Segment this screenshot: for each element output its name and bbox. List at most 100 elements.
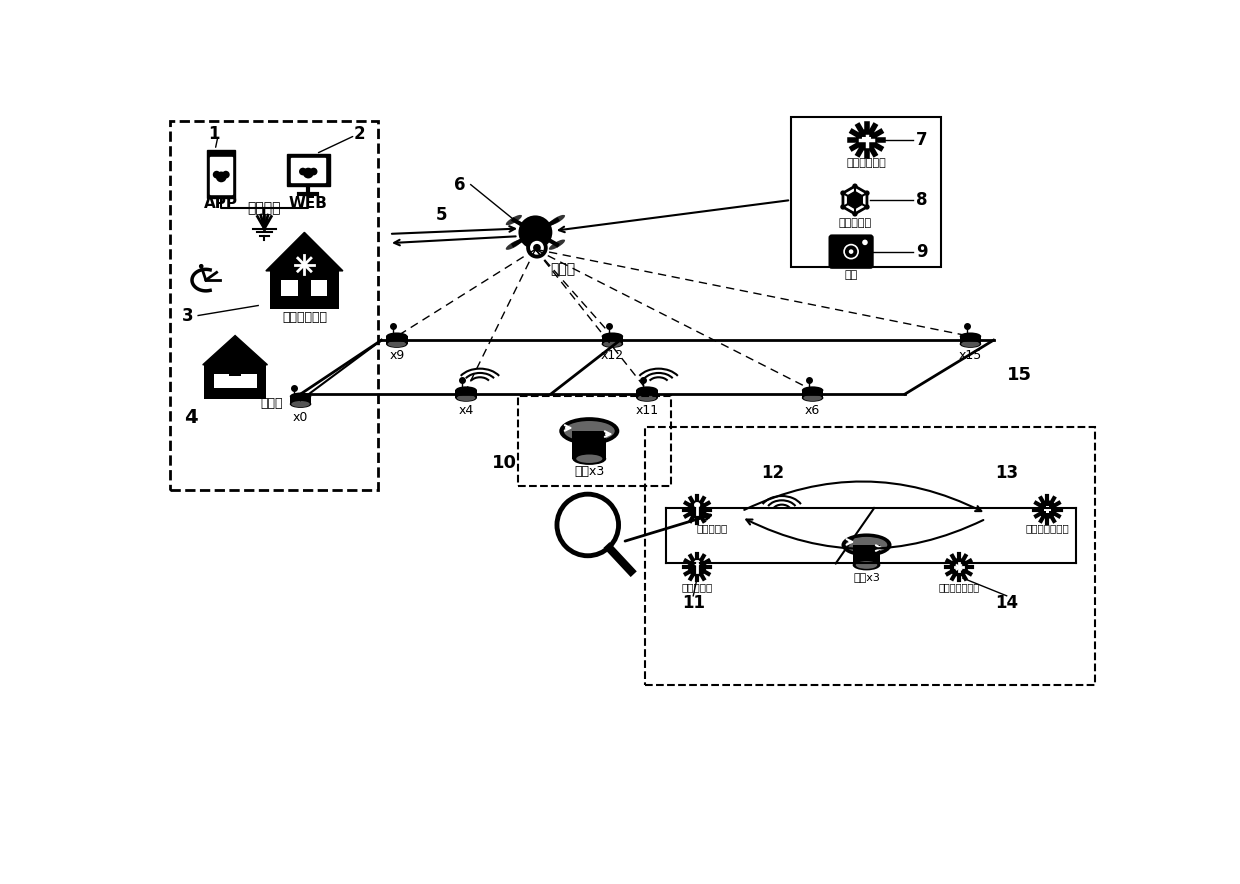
Bar [853,545,880,565]
Bar [207,150,236,198]
Bar [386,336,408,344]
Text: 二氧化碳传感器: 二氧化碳传感器 [1025,523,1069,533]
Text: x0: x0 [293,411,309,423]
Text: 控制室: 控制室 [260,397,283,410]
Text: x9: x9 [389,349,404,362]
Bar [518,396,671,486]
Text: 摄像: 摄像 [844,270,858,279]
Ellipse shape [386,332,408,340]
Bar [601,336,624,344]
Ellipse shape [960,340,981,348]
Text: 2: 2 [355,125,366,143]
Circle shape [852,211,858,217]
Circle shape [299,168,306,175]
Bar [636,390,658,398]
Bar [242,374,257,388]
Ellipse shape [577,454,603,463]
Ellipse shape [386,340,408,348]
Ellipse shape [842,533,892,557]
Circle shape [213,171,221,179]
Circle shape [844,246,857,258]
Text: 9: 9 [916,242,928,261]
Bar [303,170,315,174]
Bar [291,158,325,181]
Text: 蕌头x3: 蕌头x3 [853,572,880,583]
Bar [960,336,981,344]
Text: 温度传感器: 温度传感器 [682,583,713,592]
Polygon shape [843,187,867,214]
Polygon shape [265,232,343,271]
Ellipse shape [636,386,658,394]
Bar [1044,508,1052,511]
Ellipse shape [603,341,621,347]
Circle shape [856,129,877,151]
Text: 8: 8 [916,191,928,209]
Ellipse shape [559,417,619,445]
Circle shape [842,242,861,261]
Text: 10: 10 [492,454,517,472]
Bar [170,121,377,491]
Ellipse shape [549,240,565,250]
Circle shape [533,244,541,252]
Circle shape [864,190,869,195]
Circle shape [841,190,846,195]
Circle shape [301,262,308,268]
Text: 6: 6 [454,176,466,194]
Text: 红外热成像: 红外热成像 [838,218,872,228]
Circle shape [694,560,701,566]
FancyBboxPatch shape [830,235,873,268]
Circle shape [688,500,707,519]
Ellipse shape [961,341,980,347]
Bar [573,431,606,459]
Bar [228,376,242,388]
Bar [802,390,823,398]
Circle shape [216,171,227,182]
Circle shape [310,168,317,175]
Text: x6: x6 [805,405,820,417]
Ellipse shape [506,240,522,250]
Text: x11: x11 [635,405,658,417]
Ellipse shape [290,400,311,408]
Text: x15: x15 [959,349,982,362]
Text: 11: 11 [682,595,704,613]
Ellipse shape [506,215,522,225]
Circle shape [841,204,846,210]
Ellipse shape [455,394,477,401]
Circle shape [694,502,701,508]
Ellipse shape [802,394,823,401]
Ellipse shape [637,395,656,401]
Circle shape [222,171,229,179]
Text: 13: 13 [994,463,1018,482]
Circle shape [198,264,203,269]
Bar [215,173,227,177]
Text: x4: x4 [459,405,474,417]
Bar [281,280,299,295]
Bar [286,154,330,187]
Text: 温度传感器: 温度传感器 [697,523,728,533]
Ellipse shape [564,421,615,441]
Ellipse shape [636,394,658,401]
Circle shape [849,249,853,254]
Text: 4: 4 [184,408,197,427]
Bar [791,117,941,267]
Circle shape [852,184,858,189]
Circle shape [303,168,314,179]
Text: 移动汇聚节点: 移动汇聚节点 [847,158,887,168]
Bar [645,427,1095,685]
Ellipse shape [846,537,888,553]
Circle shape [1038,500,1056,519]
Text: APP: APP [205,195,238,210]
Text: x12: x12 [601,349,624,362]
Bar [213,374,229,388]
Text: 3: 3 [181,307,193,324]
Text: 远程监控: 远程监控 [248,201,281,215]
Bar [1047,506,1049,514]
Ellipse shape [960,332,981,340]
Bar [205,363,265,399]
Text: 7: 7 [916,131,928,149]
Ellipse shape [853,560,880,570]
Ellipse shape [601,340,624,348]
Bar [270,270,339,309]
Ellipse shape [601,332,624,340]
Bar [211,156,232,194]
